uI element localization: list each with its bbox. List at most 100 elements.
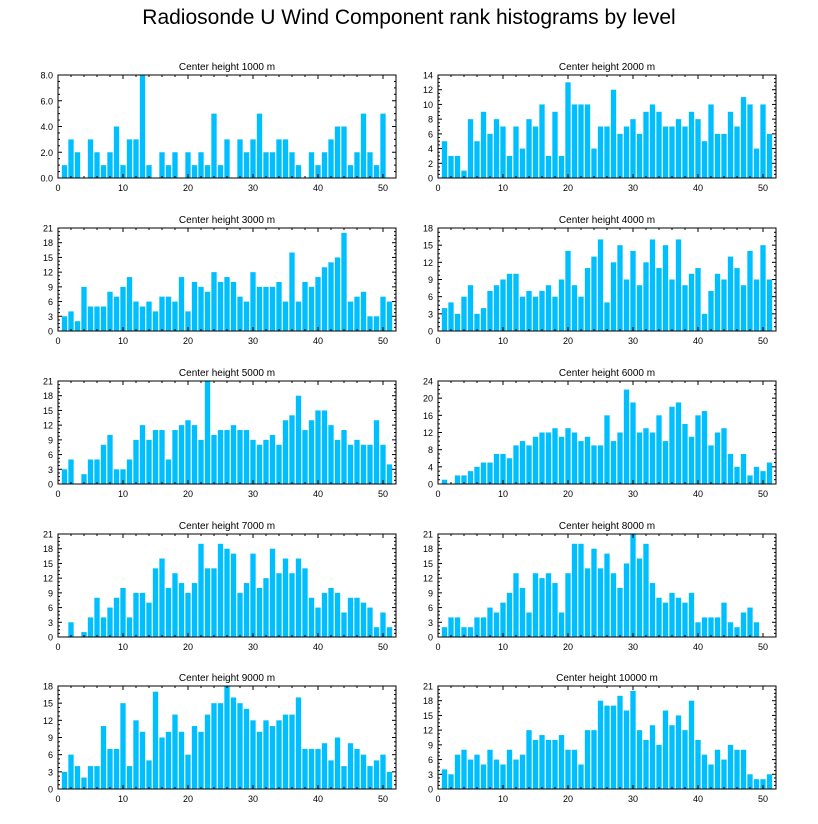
x-tick-label: 30 — [248, 794, 258, 804]
bar — [360, 602, 367, 637]
bar — [480, 462, 487, 484]
bar — [675, 597, 682, 637]
bar — [591, 148, 597, 178]
bar — [500, 279, 506, 331]
y-tick-label: 12 — [423, 726, 433, 736]
bar — [191, 281, 198, 331]
bar — [552, 428, 558, 484]
bar — [630, 534, 636, 637]
bar — [126, 459, 133, 484]
bar — [630, 402, 636, 484]
panel-7: Center height 7000 m 0 3 6 9 12 15 18 21 0 10 20 30 4… — [43, 521, 397, 652]
bar — [578, 764, 584, 789]
x-tick-label: 0 — [435, 642, 440, 652]
bar — [341, 612, 347, 637]
y-tick-label: 21 — [43, 224, 53, 234]
panel-title: Center height 5000 m — [179, 368, 275, 379]
x-tick-label: 10 — [498, 794, 508, 804]
bar — [81, 474, 87, 484]
bar — [623, 389, 630, 484]
bar — [532, 296, 539, 331]
panel-3: Center height 3000 m 0 3 6 9 12 15 18 21 0 10 20 30 4… — [43, 215, 397, 346]
x-tick-label: 20 — [183, 336, 193, 346]
bar — [441, 627, 448, 637]
bar — [500, 453, 506, 484]
bar — [211, 272, 217, 331]
bar — [591, 548, 597, 637]
bar — [636, 133, 643, 178]
bar — [354, 439, 360, 484]
bar — [519, 587, 526, 637]
y-tick-label: 0 — [48, 785, 53, 795]
bar — [578, 296, 584, 331]
bar — [727, 256, 734, 331]
bar — [243, 301, 250, 331]
bar — [721, 602, 727, 637]
bar — [708, 764, 714, 789]
bar — [315, 607, 321, 637]
bar — [204, 291, 211, 331]
bar — [688, 273, 695, 331]
bar — [669, 592, 675, 637]
y-tick-label: 9 — [428, 740, 433, 750]
bar — [61, 469, 68, 484]
bar — [256, 113, 263, 179]
x-tick-label: 50 — [378, 183, 388, 193]
bar — [591, 730, 597, 789]
bar — [367, 444, 373, 484]
x-tick-label: 40 — [313, 183, 323, 193]
bar — [211, 703, 217, 789]
x-tick-label: 30 — [628, 183, 638, 193]
x-tick-label: 0 — [55, 336, 60, 346]
bar — [708, 617, 714, 637]
y-tick-label: 15 — [43, 406, 53, 416]
bar — [636, 730, 643, 789]
bar — [334, 439, 341, 484]
bar — [558, 155, 565, 178]
bar — [224, 548, 230, 637]
x-tick-label: 30 — [628, 642, 638, 652]
bar — [617, 695, 623, 789]
bar — [734, 466, 740, 484]
bar — [519, 441, 526, 484]
bar — [610, 262, 617, 331]
bar — [367, 316, 373, 331]
bar — [282, 139, 289, 179]
bar — [113, 296, 120, 331]
bar — [276, 573, 282, 637]
bar — [87, 306, 94, 331]
bar — [682, 730, 688, 789]
bar — [584, 568, 591, 637]
bar — [695, 622, 701, 637]
bar — [204, 165, 211, 179]
bar — [526, 119, 532, 178]
bar — [597, 445, 604, 485]
x-tick-label: 50 — [378, 642, 388, 652]
bar — [165, 587, 172, 637]
x-tick-label: 40 — [313, 642, 323, 652]
bar — [94, 766, 100, 789]
bar — [714, 432, 721, 484]
bar — [328, 587, 334, 637]
bar — [565, 250, 571, 331]
y-tick-label: 24 — [423, 377, 433, 387]
bar — [539, 290, 545, 331]
bar — [94, 597, 100, 637]
bar — [623, 563, 630, 637]
bar — [217, 543, 224, 637]
bar — [649, 432, 656, 484]
y-tick-label: 18 — [423, 544, 433, 554]
bar — [643, 543, 649, 637]
bar — [139, 306, 146, 331]
y-tick-label: 18 — [423, 224, 433, 234]
bar — [263, 720, 269, 789]
bar — [380, 296, 386, 331]
bar — [545, 573, 552, 637]
y-tick-label: 14 — [423, 71, 433, 81]
y-tick-label: 12 — [423, 574, 433, 584]
bar — [289, 573, 295, 637]
bar — [146, 301, 152, 331]
y-tick-label: 0 — [48, 327, 53, 337]
y-tick-label: 12 — [43, 716, 53, 726]
bar — [341, 766, 347, 789]
